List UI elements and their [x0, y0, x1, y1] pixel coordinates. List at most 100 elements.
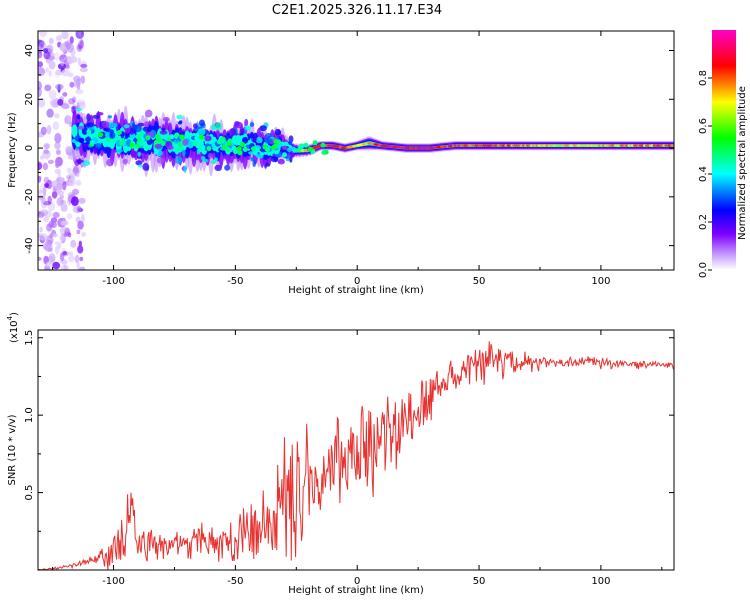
ridge-blob [156, 157, 165, 164]
noise-blob [38, 189, 43, 195]
noise-blob [40, 43, 44, 49]
noise-blob [68, 98, 76, 105]
noise-blob [42, 162, 49, 171]
noise-blob [76, 77, 81, 88]
noise-blob [38, 98, 46, 108]
noise-blob [55, 161, 60, 169]
ridge-blob [240, 128, 245, 134]
ridge-blob [144, 121, 150, 128]
noise-blob [48, 253, 56, 263]
x-tick-label: 100 [591, 576, 610, 587]
noise-blob [59, 252, 65, 262]
noise-blob [62, 258, 67, 266]
ridge-core-blob [221, 144, 227, 150]
noise-blob [57, 182, 63, 191]
noise-blob [43, 143, 50, 150]
ridge-blob [270, 156, 279, 163]
noise-blob [44, 84, 52, 92]
noise-blob [40, 196, 47, 204]
noise-blob [75, 89, 84, 95]
noise-blob [54, 141, 61, 150]
ridge-blob [277, 158, 285, 165]
ridge-core-blob [242, 147, 248, 152]
noise-blob [77, 220, 84, 230]
y-tick-label: 1.5 [24, 330, 35, 346]
noise-blob [68, 177, 76, 187]
ridge-core-blob [139, 140, 145, 146]
snr-x-ticks: -100 -50 0 50 100 [52, 330, 663, 587]
noise-blob [47, 195, 52, 204]
ridge-blob [178, 129, 183, 134]
noise-blob [70, 44, 75, 51]
noise-blob [40, 126, 47, 135]
ridge-core-blob [198, 134, 204, 140]
noise-blob [72, 165, 81, 175]
noise-blob [55, 36, 61, 42]
noise-blob [39, 226, 43, 233]
ridge-blob [144, 109, 153, 118]
y-tick-label: 0 [24, 145, 35, 151]
ridge-blob [129, 130, 135, 135]
noise-blob [76, 172, 80, 178]
noise-blob [64, 115, 72, 125]
ridge-core-blob [192, 141, 198, 147]
ridge-blob [154, 143, 162, 149]
ridge-blob [94, 142, 102, 150]
noise-blob [72, 96, 77, 103]
ridge-core-blob [276, 139, 282, 145]
noise-blob [39, 233, 48, 241]
noise-blob [38, 61, 43, 68]
ridge-blob [166, 145, 174, 150]
noise-blob [42, 48, 49, 53]
noise-blob [43, 216, 49, 223]
noise-blob [81, 231, 86, 237]
snr-scale-annotation: (x104) [6, 312, 20, 343]
ridge-blob [202, 158, 209, 163]
y-tick-label: -20 [24, 189, 35, 205]
ridge-blob [142, 163, 150, 171]
noise-blob [56, 35, 63, 41]
noise-blob [57, 98, 64, 106]
noise-blob [69, 81, 75, 88]
ridge-core-blob [135, 134, 141, 140]
colorbar-tick-label: 0.8 [698, 70, 709, 86]
ridge-blob [162, 117, 170, 122]
colorbar-tick-label: 0.4 [698, 166, 709, 182]
ridge-cell [71, 124, 78, 138]
noise-blob [60, 220, 69, 226]
ridge-blob [177, 146, 184, 151]
noise-blob [76, 206, 82, 213]
ridge-blob [135, 160, 143, 166]
y-tick-label: 0.5 [24, 485, 35, 501]
noise-blob [48, 37, 54, 45]
ridge-cell [242, 136, 249, 144]
noise-blob [42, 241, 52, 251]
ridge-core-blob [116, 130, 122, 135]
ridge-blob [92, 114, 100, 119]
noise-blob [48, 60, 56, 70]
ridge-blob [77, 114, 81, 120]
spectrogram-y-ticks: -40 -20 0 20 40 [24, 44, 674, 271]
noise-blob [38, 162, 43, 170]
noise-blob [59, 194, 65, 199]
noise-blob [46, 124, 52, 135]
noise-blob [79, 67, 89, 73]
y-tick-label: 1.0 [24, 407, 35, 423]
ridge-blob [156, 150, 163, 157]
ridge-blob [183, 165, 187, 173]
ridge-core-blob [297, 145, 303, 151]
ridge-core-blob [323, 149, 329, 155]
ridge-blob [228, 128, 237, 137]
ridge-blob [204, 135, 212, 142]
colorbar-ticks: 0.0 0.2 0.4 0.6 0.8 [698, 70, 712, 278]
ridge-blob [106, 158, 114, 167]
ridge-core-blob [200, 144, 205, 150]
noise-blob [54, 245, 60, 255]
noise-blob [38, 68, 46, 76]
noise-blob [60, 264, 69, 270]
y-tick-label: -40 [24, 237, 35, 253]
ridge-blob [173, 139, 180, 144]
snr-scale-exponent: 4 [6, 315, 14, 320]
ridge-core-blob [155, 135, 161, 141]
